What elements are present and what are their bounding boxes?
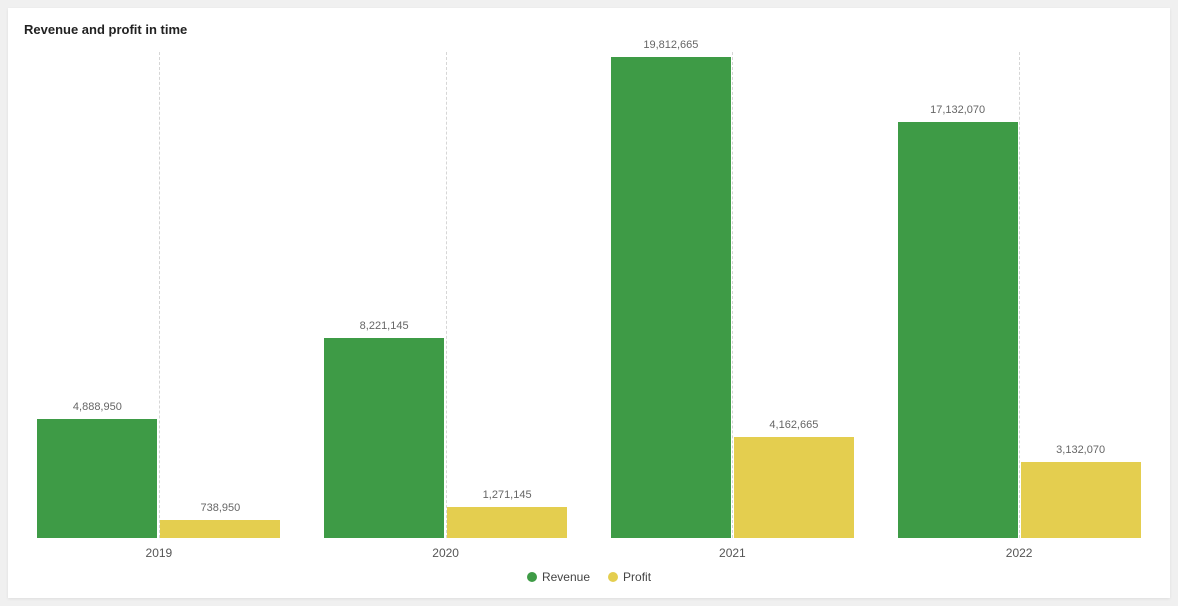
bar-revenue-2021 [611, 57, 731, 538]
bar-revenue-2019 [37, 419, 157, 538]
bar-label: 4,162,665 [769, 419, 818, 431]
legend: Revenue Profit [8, 570, 1170, 584]
gridline [446, 52, 447, 538]
chart-title: Revenue and profit in time [24, 22, 187, 37]
legend-swatch-revenue [527, 572, 537, 582]
bar-label: 19,812,665 [643, 39, 698, 51]
bar-profit-2021 [734, 437, 854, 538]
x-axis-label: 2022 [1006, 546, 1033, 560]
legend-item-profit: Profit [608, 570, 651, 584]
plot-area: 4,888,950738,95020198,221,1451,271,14520… [28, 52, 1150, 538]
legend-label-revenue: Revenue [542, 570, 590, 584]
x-axis-label: 2019 [146, 546, 173, 560]
bar-label: 3,132,070 [1056, 444, 1105, 456]
bar-label: 17,132,070 [930, 104, 985, 116]
bar-label: 738,950 [200, 502, 240, 514]
gridline [159, 52, 160, 538]
bar-label: 8,221,145 [360, 320, 409, 332]
x-axis-label: 2020 [432, 546, 459, 560]
bar-revenue-2022 [898, 122, 1018, 538]
legend-item-revenue: Revenue [527, 570, 590, 584]
x-axis-label: 2021 [719, 546, 746, 560]
chart-card: Revenue and profit in time 4,888,950 738,… [8, 8, 1170, 598]
legend-label-profit: Profit [623, 570, 651, 584]
legend-swatch-profit [608, 572, 618, 582]
bar-profit-2022 [1021, 462, 1141, 538]
bar-revenue-2020 [324, 338, 444, 538]
bar-profit-2020 [447, 507, 567, 538]
bar-profit-2019 [160, 520, 280, 538]
bar-label: 1,271,145 [483, 489, 532, 501]
bar-label: 4,888,950 [73, 401, 122, 413]
